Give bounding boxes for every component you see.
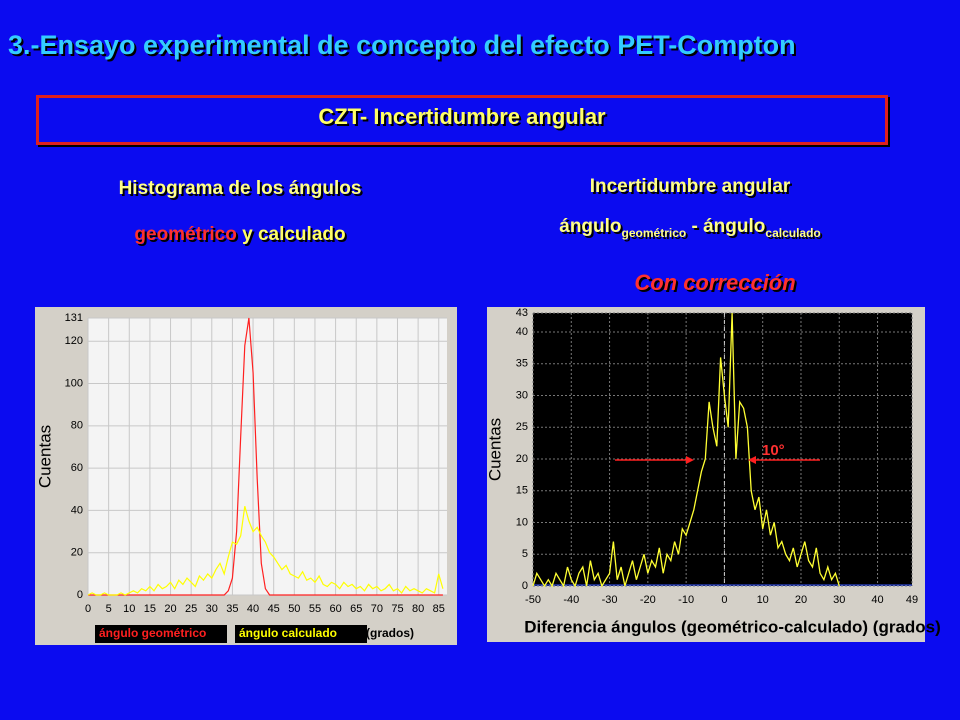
x-tick-label: -20 <box>640 594 656 606</box>
x-tick-label: 75 <box>391 603 403 615</box>
x-tick-label: 85 <box>433 603 445 615</box>
x-tick-label: 5 <box>106 603 112 615</box>
data-line <box>532 312 840 588</box>
y-axis-label: Cuentas <box>485 418 504 481</box>
y-tick-label: 120 <box>65 335 83 347</box>
box-title: CZT- Incertidumbre angular <box>318 104 606 129</box>
x-tick-label: 55 <box>309 603 321 615</box>
y-tick-label: 5 <box>522 548 528 560</box>
x-tick-label: 10 <box>757 594 769 606</box>
x-tick-label: 45 <box>268 603 280 615</box>
x-tick-label: 40 <box>247 603 259 615</box>
x-axis-label: (grados) <box>366 626 414 640</box>
x-tick-label: 0 <box>721 594 727 606</box>
y-tick-label: 20 <box>71 547 83 559</box>
y-tick-label: 35 <box>516 358 528 370</box>
x-tick-label: 0 <box>85 603 91 615</box>
heading: Histograma de los ángulos <box>118 178 362 199</box>
annotation: 10° <box>762 442 785 459</box>
x-tick-label: 65 <box>350 603 362 615</box>
x-tick-label: 25 <box>185 603 197 615</box>
legend-box <box>95 625 227 643</box>
heading-part: ángulo <box>559 216 622 237</box>
heading-part: ángulo <box>703 216 766 237</box>
x-tick-label: 30 <box>206 603 218 615</box>
heading: geométrico y calculado <box>40 224 440 246</box>
x-tick-label: 40 <box>871 594 883 606</box>
heading-part: y <box>242 224 253 245</box>
heading-sub: calculado <box>765 225 821 240</box>
heading: Incertidumbre angular <box>589 176 791 197</box>
data-line <box>87 506 444 596</box>
plot-area <box>533 313 912 586</box>
x-tick-label: 30 <box>833 594 845 606</box>
y-axis-label: Cuentas <box>35 425 54 488</box>
x-tick-label: 20 <box>795 594 807 606</box>
y-tick-label: 60 <box>71 462 83 474</box>
x-tick-label: 10 <box>123 603 135 615</box>
y-tick-label: 100 <box>65 377 83 389</box>
heading: ángulogeométrico - ángulocalculado <box>490 216 890 240</box>
y-tick-label: 40 <box>71 504 83 516</box>
y-tick-label: 25 <box>516 421 528 433</box>
box <box>36 95 888 145</box>
arrow-head <box>748 456 756 464</box>
x-tick-label: -50 <box>525 594 541 606</box>
data-line <box>88 317 443 596</box>
y-tick-label: 30 <box>516 389 528 401</box>
y-tick-label: 10 <box>516 516 528 528</box>
arrow-head <box>686 456 694 464</box>
y-tick-label: 131 <box>65 312 83 324</box>
y-tick-label: 0 <box>77 589 83 601</box>
y-tick-label: 43 <box>516 307 528 319</box>
y-tick-label: 40 <box>516 326 528 338</box>
y-tick-label: 0 <box>522 580 528 592</box>
x-tick-label: 35 <box>226 603 238 615</box>
x-tick-label: 80 <box>412 603 424 615</box>
x-tick-label: 50 <box>288 603 300 615</box>
x-tick-label: 20 <box>164 603 176 615</box>
note: Con corrección <box>634 270 796 295</box>
x-tick-label: 60 <box>329 603 341 615</box>
x-tick-label: -10 <box>678 594 694 606</box>
x-axis-label: Diferencia ángulos (geométrico-calculado… <box>524 617 941 636</box>
heading-part: calculado <box>257 224 346 245</box>
x-tick-label: 15 <box>144 603 156 615</box>
y-tick-label: 20 <box>516 453 528 465</box>
legend-label: ángulo calculado <box>239 626 337 640</box>
x-tick-label: 70 <box>371 603 383 615</box>
title: 3.-Ensayo experimental de concepto del e… <box>8 30 796 60</box>
y-tick-label: 15 <box>516 485 528 497</box>
x-tick-label: 49 <box>906 594 918 606</box>
heading-sub: geométrico <box>621 225 687 240</box>
legend-box <box>235 625 367 643</box>
heading-part: - <box>691 216 698 237</box>
legend-label: ángulo geométrico <box>99 626 206 640</box>
heading-part: geométrico <box>134 224 237 245</box>
x-tick-label: -30 <box>602 594 618 606</box>
x-tick-label: -40 <box>563 594 579 606</box>
plot-area <box>88 318 447 595</box>
y-tick-label: 80 <box>71 420 83 432</box>
